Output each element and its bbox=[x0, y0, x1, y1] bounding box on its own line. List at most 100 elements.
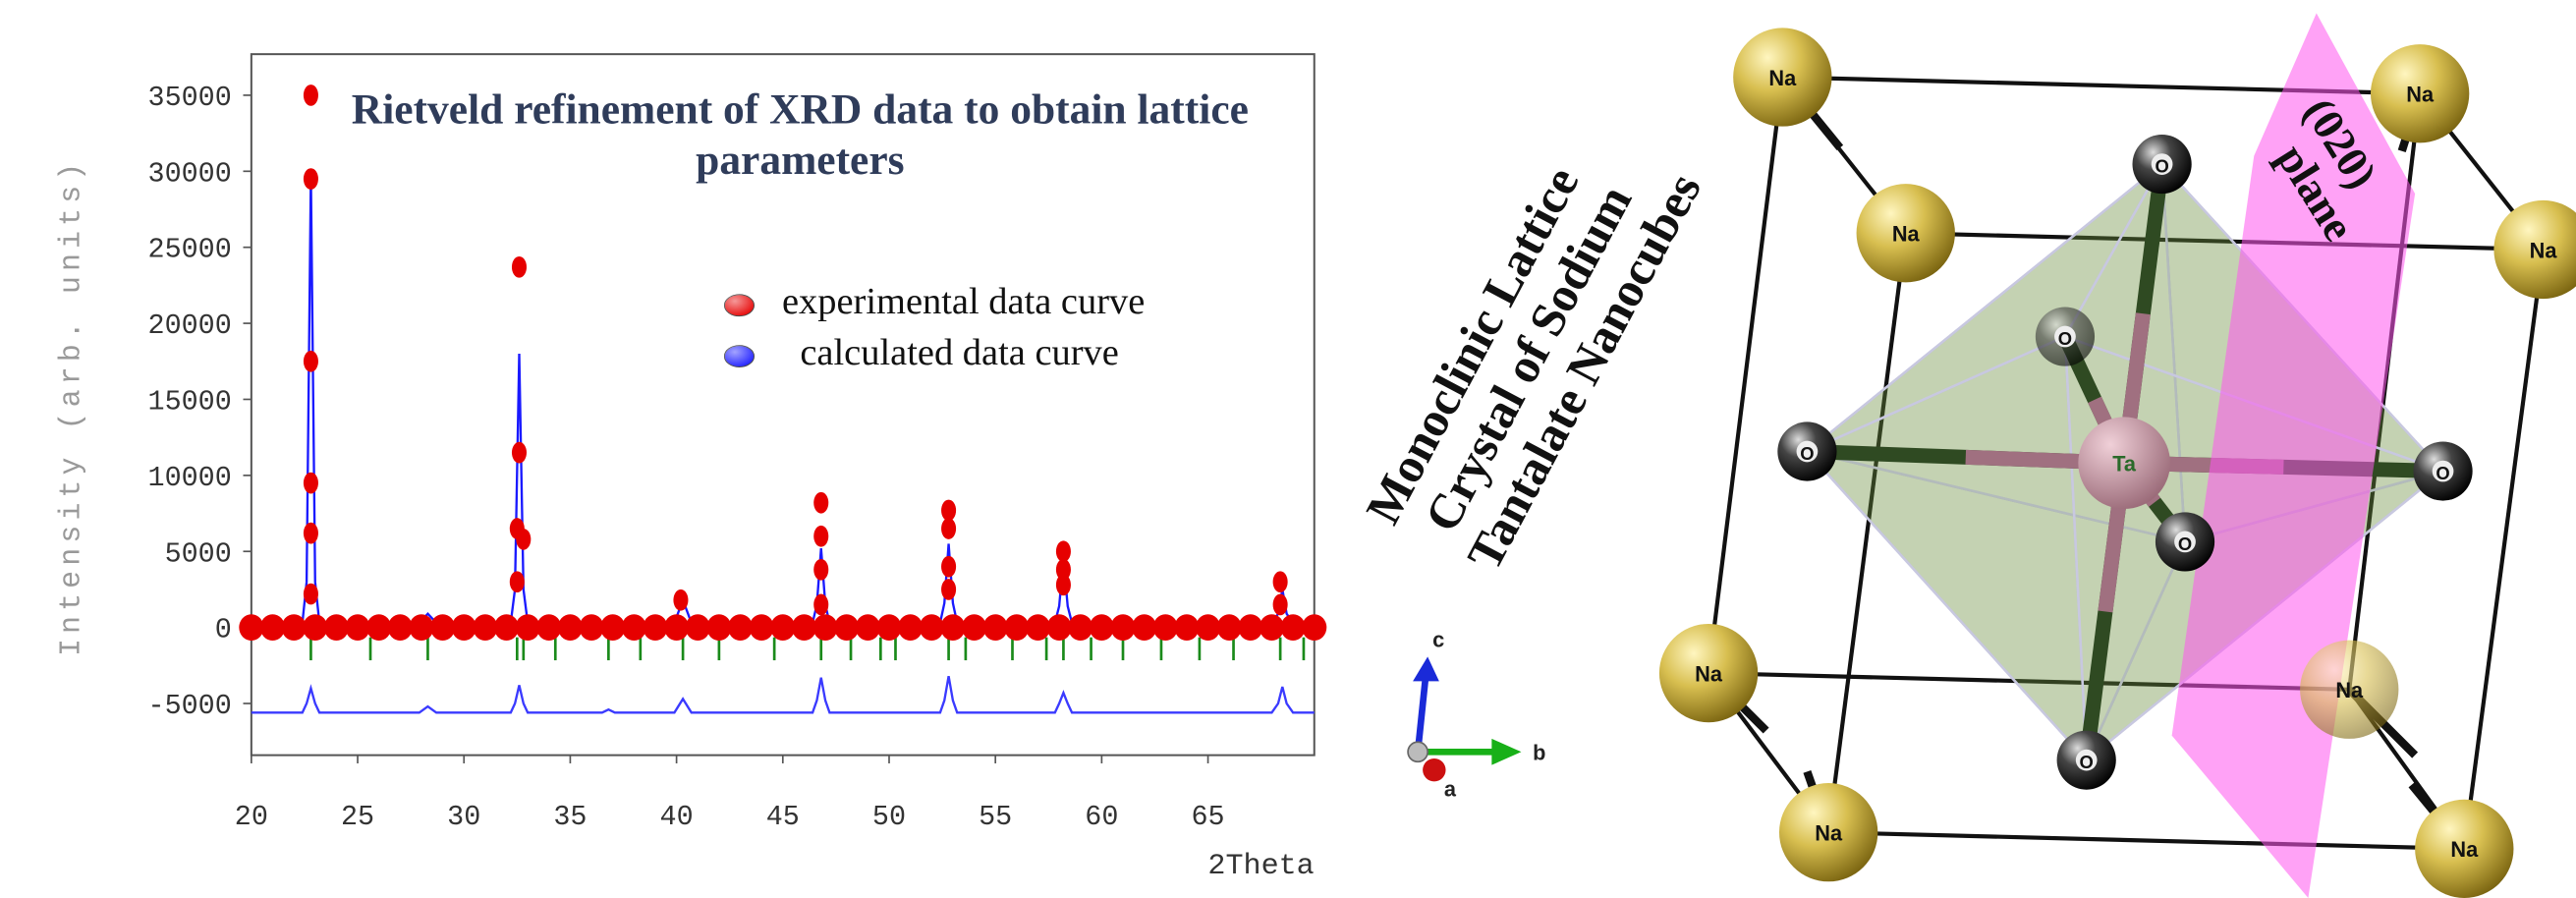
figure: 20253035404550556065-5000050001000015000… bbox=[0, 0, 2576, 898]
cube-edge bbox=[2464, 250, 2543, 849]
x-tick-label: 40 bbox=[660, 801, 694, 833]
data-point bbox=[962, 614, 986, 641]
axis-label: a bbox=[1444, 776, 1457, 801]
cube-edge bbox=[1828, 832, 2464, 849]
data-point bbox=[1196, 614, 1220, 641]
axis-c bbox=[1418, 673, 1426, 752]
atom-label: O bbox=[2080, 752, 2094, 772]
data-point bbox=[941, 518, 956, 539]
data-point bbox=[856, 614, 880, 641]
page: {"chart_data":{"type":"line","title":"Ri… bbox=[0, 0, 2576, 898]
data-point bbox=[1110, 614, 1135, 641]
x-tick-label: 50 bbox=[872, 801, 906, 833]
data-point bbox=[813, 526, 828, 547]
data-point bbox=[1056, 574, 1071, 595]
data-point bbox=[536, 614, 561, 641]
data-point bbox=[304, 473, 318, 494]
data-point bbox=[770, 614, 795, 641]
legend-label: calculated data curve bbox=[800, 332, 1118, 373]
y-axis-label: Intensity (arb. units) bbox=[55, 158, 88, 656]
data-point bbox=[304, 84, 318, 106]
data-point bbox=[1090, 614, 1114, 641]
x-tick-label: 30 bbox=[447, 801, 480, 833]
data-point bbox=[345, 614, 369, 641]
x-tick-label: 65 bbox=[1192, 801, 1225, 833]
data-point bbox=[304, 351, 318, 372]
cube-edge bbox=[1708, 78, 1782, 674]
data-point bbox=[1281, 614, 1306, 641]
data-point bbox=[941, 556, 956, 578]
data-point bbox=[388, 614, 413, 641]
data-point bbox=[512, 256, 527, 278]
data-point bbox=[304, 523, 318, 544]
axis-c-head bbox=[1413, 656, 1439, 681]
x-tick-label: 25 bbox=[341, 801, 374, 833]
data-point bbox=[580, 614, 604, 641]
y-tick-label: 20000 bbox=[148, 309, 232, 342]
data-point bbox=[516, 529, 531, 550]
series-line bbox=[252, 174, 1315, 623]
atom-label: O bbox=[2155, 155, 2168, 176]
y-tick-label: 35000 bbox=[148, 82, 232, 114]
data-point bbox=[706, 614, 731, 641]
data-point bbox=[876, 614, 901, 641]
atom-label: Na bbox=[1892, 222, 1921, 247]
data-point bbox=[304, 584, 318, 605]
y-tick-label: 0 bbox=[215, 614, 232, 646]
data-point bbox=[1026, 614, 1050, 641]
legend-swatch-shine bbox=[724, 295, 754, 316]
data-point bbox=[664, 614, 689, 641]
data-point bbox=[516, 614, 540, 641]
data-point bbox=[1217, 614, 1242, 641]
data-point bbox=[473, 614, 497, 641]
x-tick-label: 35 bbox=[553, 801, 587, 833]
data-point bbox=[324, 614, 349, 641]
data-point bbox=[1047, 614, 1072, 641]
data-point bbox=[920, 614, 944, 641]
atom-label: Na bbox=[1815, 821, 1843, 846]
x-tick-label: 45 bbox=[766, 801, 800, 833]
atom-label: Na bbox=[2406, 83, 2435, 107]
y-tick-label: 10000 bbox=[148, 462, 232, 494]
atom-label: Ta bbox=[2112, 452, 2137, 477]
data-point bbox=[1174, 614, 1199, 641]
data-point bbox=[512, 442, 527, 464]
data-point bbox=[430, 614, 455, 641]
x-tick-label: 20 bbox=[235, 801, 268, 833]
data-point bbox=[1273, 594, 1288, 616]
data-point bbox=[813, 614, 838, 641]
x-tick-label: 60 bbox=[1085, 801, 1118, 833]
data-point bbox=[941, 579, 956, 600]
data-point bbox=[1302, 614, 1326, 641]
y-tick-label: 25000 bbox=[148, 234, 232, 266]
data-point bbox=[510, 571, 525, 592]
data-point bbox=[622, 614, 646, 641]
axis-b-head bbox=[1491, 739, 1521, 765]
data-point bbox=[686, 614, 710, 641]
data-point bbox=[282, 614, 307, 641]
data-point bbox=[304, 168, 318, 190]
data-point bbox=[1132, 614, 1156, 641]
data-point bbox=[260, 614, 285, 641]
y-tick-label: -5000 bbox=[148, 690, 232, 722]
data-point bbox=[303, 614, 327, 641]
data-point bbox=[813, 492, 828, 514]
atom-label: O bbox=[2058, 328, 2072, 349]
data-point bbox=[452, 614, 476, 641]
data-point bbox=[558, 614, 583, 641]
axis-origin bbox=[1408, 742, 1428, 761]
data-point bbox=[1273, 571, 1288, 592]
data-point bbox=[1056, 540, 1071, 562]
data-point bbox=[600, 614, 625, 641]
data-point bbox=[813, 559, 828, 581]
data-point bbox=[813, 594, 828, 616]
data-point bbox=[494, 614, 519, 641]
data-point bbox=[1238, 614, 1262, 641]
data-point bbox=[1260, 614, 1284, 641]
axis-a bbox=[1423, 758, 1445, 781]
data-point bbox=[366, 614, 391, 641]
atom-label: Na bbox=[2530, 238, 2558, 262]
atom-label: O bbox=[1800, 443, 1814, 464]
axis-label: b bbox=[1533, 741, 1545, 765]
